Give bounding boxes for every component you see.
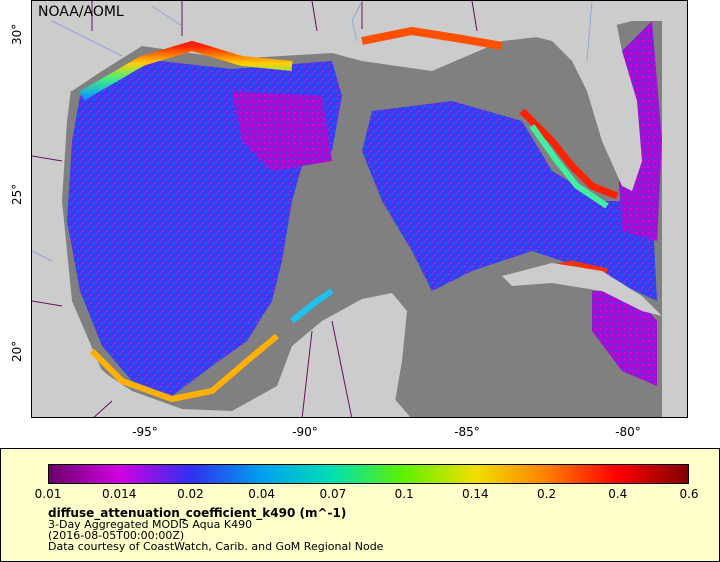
colorbar-tick-label: 0.07	[319, 487, 347, 501]
florida-peninsula	[502, 1, 642, 191]
coastal-band-florida-west	[519, 108, 619, 200]
k490-data-central-gulf	[232, 91, 332, 171]
state-borders	[32, 1, 478, 417]
us-gulf-coast	[32, 1, 502, 91]
coastal-band-florida-inner	[529, 124, 609, 209]
colorbar	[48, 464, 689, 484]
colorbar-tick-label: 0.02	[177, 487, 204, 501]
colorbar-tick-label: 0.2	[537, 487, 557, 501]
dataset-description: 3-Day Aggregated MODIS Aqua K490	[48, 518, 253, 531]
coastal-band-mexico	[89, 333, 279, 403]
coastal-band-mississippi	[361, 26, 503, 50]
mexico-west	[32, 91, 282, 417]
cuba	[502, 263, 662, 316]
y-tick-label: 25°	[10, 183, 24, 205]
time-stamp: (2016-08-05T00:00:00Z)	[48, 529, 185, 542]
map-panel[interactable]: NOAA/AOML	[31, 0, 688, 418]
y-tick-label: 30°	[10, 23, 24, 45]
colorbar-tick-label: 0.014	[102, 487, 137, 501]
legend-panel: 0.01 0.014 0.02 0.04 0.07 0.1 0.14 0.2 0.4 0.6 di…	[0, 448, 720, 562]
coastal-band-north	[79, 40, 293, 101]
credit-label: NOAA/AOML	[38, 4, 124, 20]
x-tick-label: -95°	[132, 425, 158, 439]
x-tick-label: -80°	[615, 425, 641, 439]
yucatan	[282, 293, 407, 417]
colorbar-tick-label: 0.1	[394, 487, 414, 501]
gulf-of-mexico-map	[32, 1, 687, 417]
k490-data-caribbean	[592, 291, 657, 386]
rivers	[32, 1, 593, 262]
colorbar-tick-label: 0.01	[34, 487, 62, 501]
k490-data-eastern-gulf	[362, 101, 657, 301]
x-tick-label: -85°	[454, 425, 480, 439]
colorbar-tick-label: 0.6	[679, 487, 699, 501]
colorbar-tick-label: 0.4	[608, 487, 628, 501]
colorbar-tick-label: 0.14	[461, 487, 489, 501]
variable-title: diffuse_attenuation_coefficient_k490 (m^…	[48, 506, 347, 520]
coastal-band-yucatan	[290, 288, 334, 324]
colorbar-tick-label: 0.04	[248, 487, 276, 501]
y-tick-label: 20°	[10, 340, 24, 362]
x-tick-label: -90°	[292, 425, 318, 439]
data-source: Data courtesy of CoastWatch, Carib. and …	[48, 540, 384, 553]
